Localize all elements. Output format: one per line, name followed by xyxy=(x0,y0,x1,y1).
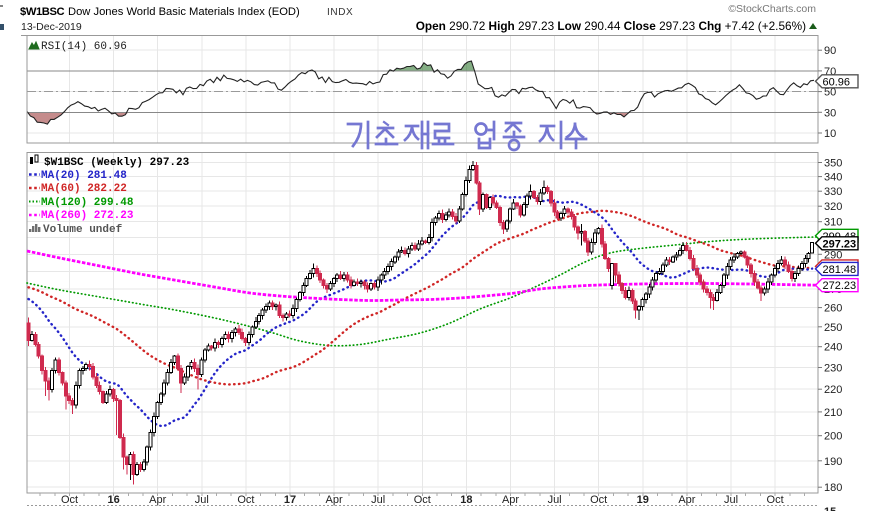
svg-text:230: 230 xyxy=(824,363,842,375)
svg-text:Apr: Apr xyxy=(678,494,695,506)
svg-text:Jul: Jul xyxy=(195,494,209,506)
svg-text:©StockCharts.com: ©StockCharts.com xyxy=(728,3,816,15)
svg-text:272.23: 272.23 xyxy=(823,280,857,292)
svg-text:Oct: Oct xyxy=(767,494,784,506)
svg-text:INDX: INDX xyxy=(327,7,353,18)
svg-text:Oct: Oct xyxy=(414,494,431,506)
svg-text:MA(60) 282.22: MA(60) 282.22 xyxy=(41,183,127,195)
svg-text:180: 180 xyxy=(824,482,842,494)
svg-text:260: 260 xyxy=(824,303,842,315)
svg-text:320: 320 xyxy=(824,201,842,213)
svg-text:Oct: Oct xyxy=(237,494,254,506)
svg-text:350: 350 xyxy=(824,158,842,170)
svg-text:340: 340 xyxy=(824,172,842,184)
svg-text:MA(120) 299.48: MA(120) 299.48 xyxy=(41,197,134,209)
svg-text:Apr: Apr xyxy=(326,494,343,506)
svg-text:Apr: Apr xyxy=(149,494,166,506)
svg-text:15: 15 xyxy=(824,506,836,511)
svg-text:Jul: Jul xyxy=(724,494,738,506)
svg-text:$W1BSC (Weekly) 297.23: $W1BSC (Weekly) 297.23 xyxy=(44,157,190,169)
svg-text:13-Dec-2019: 13-Dec-2019 xyxy=(21,21,82,33)
svg-text:250: 250 xyxy=(824,322,842,334)
svg-text:30: 30 xyxy=(824,107,836,119)
svg-text:$W1BSC: $W1BSC xyxy=(20,6,65,18)
svg-text:MA(20) 281.48: MA(20) 281.48 xyxy=(41,170,127,182)
svg-text:220: 220 xyxy=(824,384,842,396)
svg-text:Open 290.72 High 297.23 Low 29: Open 290.72 High 297.23 Low 290.44 Close… xyxy=(416,19,806,33)
svg-text:RSI(14) 60.96: RSI(14) 60.96 xyxy=(41,41,127,53)
svg-text:18: 18 xyxy=(460,494,472,506)
svg-text:190: 190 xyxy=(824,456,842,468)
svg-text:240: 240 xyxy=(824,342,842,354)
svg-text:10: 10 xyxy=(824,128,836,140)
svg-text:281.48: 281.48 xyxy=(823,264,857,276)
svg-text:MA(260) 272.23: MA(260) 272.23 xyxy=(41,210,134,222)
svg-text:210: 210 xyxy=(824,407,842,419)
svg-text:290: 290 xyxy=(824,249,842,261)
svg-text:Jul: Jul xyxy=(371,494,385,506)
svg-text:17: 17 xyxy=(284,494,296,506)
svg-text:Dow Jones World Basic Material: Dow Jones World Basic Materials Index (E… xyxy=(68,6,300,18)
svg-text:330: 330 xyxy=(824,186,842,198)
svg-text:16: 16 xyxy=(107,494,119,506)
svg-text:19: 19 xyxy=(637,494,649,506)
svg-text:Volume undef: Volume undef xyxy=(43,224,123,236)
svg-text:Apr: Apr xyxy=(502,494,519,506)
svg-text:200: 200 xyxy=(824,431,842,443)
svg-text:297.23: 297.23 xyxy=(823,238,857,250)
svg-text:60.96: 60.96 xyxy=(823,76,851,88)
svg-text:310: 310 xyxy=(824,217,842,229)
svg-text:90: 90 xyxy=(824,45,836,57)
svg-text:Oct: Oct xyxy=(590,494,607,506)
svg-text:Jul: Jul xyxy=(548,494,562,506)
svg-text:50: 50 xyxy=(824,87,836,99)
svg-text:Oct: Oct xyxy=(61,494,78,506)
